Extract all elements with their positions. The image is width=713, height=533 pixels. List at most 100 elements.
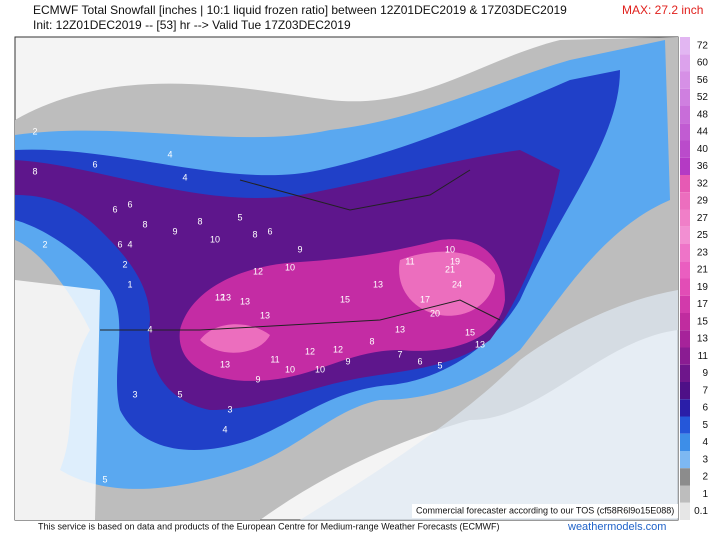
snow-19-24 xyxy=(399,251,495,316)
colorbar-label: 52 xyxy=(697,92,709,103)
map-label: 12 xyxy=(253,266,263,276)
colorbar-label: 48 xyxy=(697,109,709,120)
map-label: 11 xyxy=(270,354,279,364)
map-label: 10 xyxy=(315,364,325,374)
map-label: 9 xyxy=(297,244,302,254)
colorbar-label: 1 xyxy=(702,489,708,500)
map-label: 6 xyxy=(127,199,132,209)
map-label: 7 xyxy=(397,349,402,359)
colorbar-swatch xyxy=(680,313,690,331)
map-label: 6 xyxy=(417,356,422,366)
map-label: 4 xyxy=(147,324,152,334)
colorbar-label: 19 xyxy=(697,282,709,293)
map-label: 13 xyxy=(221,292,231,302)
colorbar-label: 3 xyxy=(702,454,708,465)
max-label: MAX: 27.2 inch xyxy=(622,3,703,17)
colorbar-swatch xyxy=(680,416,690,434)
map-label: 9 xyxy=(255,374,260,384)
colorbar-label: 4 xyxy=(702,437,708,448)
map-label: 3 xyxy=(132,389,137,399)
map-label: 8 xyxy=(252,229,257,239)
colorbar-label: 27 xyxy=(697,213,709,224)
map-label: 12 xyxy=(215,292,225,302)
map-label: 10 xyxy=(210,234,220,244)
map-label: 2 xyxy=(32,126,37,136)
colorbar-label: 72 xyxy=(697,40,709,51)
tos-text: Commercial forecaster according to our T… xyxy=(416,505,674,515)
map-label: 12 xyxy=(333,344,343,354)
map-label: 10 xyxy=(445,244,455,254)
colorbar-swatch xyxy=(680,54,690,72)
map-label: 13 xyxy=(220,359,230,369)
colorbar-label: 0.1 xyxy=(694,506,708,517)
colorbar-label: 9 xyxy=(702,368,708,379)
map-label: 9 xyxy=(345,356,350,366)
colorbar-swatch xyxy=(680,278,690,296)
colorbar-label: 15 xyxy=(697,316,709,327)
credit: This service is based on data and produc… xyxy=(38,521,500,531)
map-label: 5 xyxy=(437,360,442,370)
map-label: 19 xyxy=(450,256,460,266)
colorbar-swatch xyxy=(680,433,690,451)
map-label: 4 xyxy=(222,424,227,434)
map xyxy=(14,36,679,521)
colorbar-label: 32 xyxy=(697,178,709,189)
colorbar-label: 13 xyxy=(697,334,709,345)
map-label: 11 xyxy=(405,256,414,266)
colorbar-swatch xyxy=(680,37,690,55)
colorbar-label: 5 xyxy=(702,420,708,431)
colorbar-label: 56 xyxy=(697,75,709,86)
colorbar-label: 2 xyxy=(702,472,708,483)
map-label: 8 xyxy=(142,219,147,229)
colorbar-swatch xyxy=(680,123,690,141)
colorbar-swatch xyxy=(680,347,690,365)
colorbar-label: 25 xyxy=(697,230,709,241)
map-label: 8 xyxy=(197,216,202,226)
map-label: 20 xyxy=(430,308,440,318)
colorbar-swatch xyxy=(680,244,690,262)
colorbar-swatch xyxy=(680,71,690,89)
map-label: 2 xyxy=(122,259,127,269)
map-label: 8 xyxy=(32,166,37,176)
map-label: 2 xyxy=(42,239,47,249)
map-label: 13 xyxy=(240,296,250,306)
tos-box xyxy=(412,504,678,518)
map-label: 13 xyxy=(260,310,270,320)
title: ECMWF Total Snowfall [inches | 10:1 liqu… xyxy=(33,3,567,17)
colorbar-label: 44 xyxy=(697,127,709,138)
map-label: 13 xyxy=(395,324,405,334)
colorbar-swatch xyxy=(680,295,690,313)
map-label: 21 xyxy=(445,264,455,274)
colorbar-label: 21 xyxy=(697,265,709,276)
map-label: 5 xyxy=(177,389,182,399)
map-label: 15 xyxy=(340,294,350,304)
colorbar-swatch xyxy=(680,330,690,348)
colorbar-swatch xyxy=(680,382,690,400)
site: weathermodels.com xyxy=(567,521,666,533)
subtitle: Init: 12Z01DEC2019 -- [53] hr --> Valid … xyxy=(33,18,351,32)
map-label: 4 xyxy=(127,239,132,249)
colorbar-swatch xyxy=(680,88,690,106)
colorbar-swatch xyxy=(680,226,690,244)
map-label: 24 xyxy=(452,279,462,289)
map-label: 5 xyxy=(102,474,107,484)
colorbar-swatch xyxy=(680,157,690,175)
colorbar-label: 11 xyxy=(698,351,709,362)
colorbar-swatch xyxy=(680,485,690,503)
colorbar-swatch xyxy=(680,175,690,193)
map-label: 15 xyxy=(465,327,475,337)
map-label: 5 xyxy=(237,212,242,222)
map-label: 13 xyxy=(475,339,485,349)
no-snow-area xyxy=(15,280,100,520)
map-label: 4 xyxy=(182,172,187,182)
colorbar-label: 17 xyxy=(697,299,709,310)
map-label: 6 xyxy=(112,204,117,214)
map-label: 6 xyxy=(267,226,272,236)
map-label: 13 xyxy=(373,279,383,289)
map-label: 12 xyxy=(305,346,315,356)
colorbar-swatch xyxy=(680,451,690,469)
colorbar-swatch xyxy=(680,140,690,158)
colorbar-swatch xyxy=(680,209,690,227)
colorbar-label: 36 xyxy=(697,161,709,172)
